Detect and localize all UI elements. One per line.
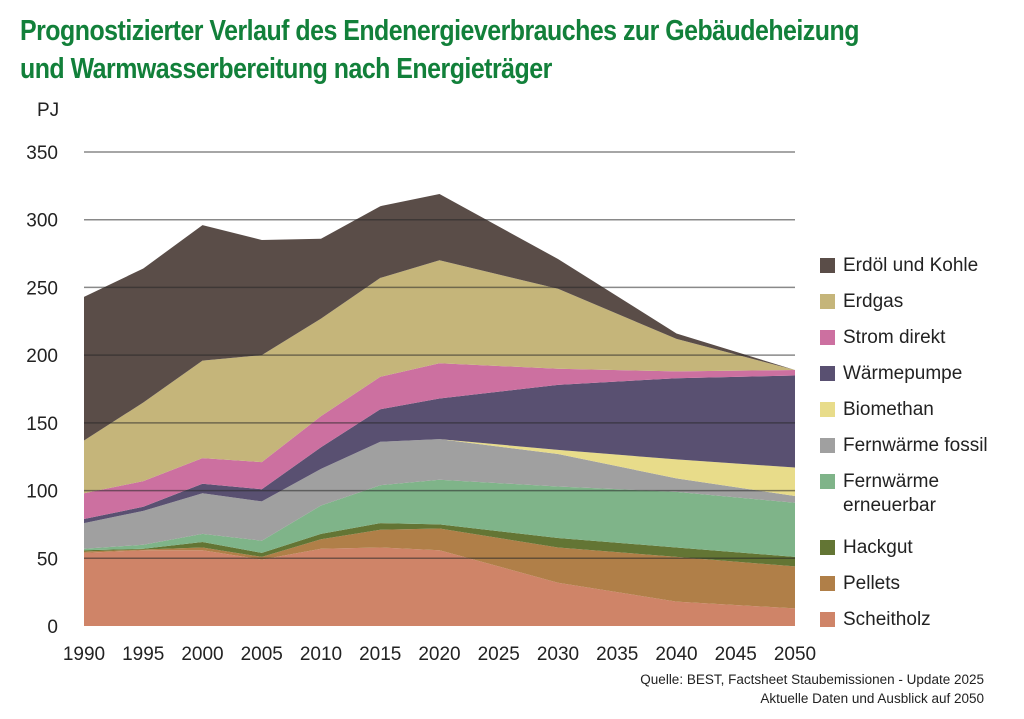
x-tick-label: 2035	[596, 644, 638, 665]
source-line-2: Aktuelle Daten und Ausblick auf 2050	[760, 691, 984, 706]
legend-label: Biomethan	[843, 399, 934, 420]
legend-swatch	[820, 612, 835, 627]
y-tick-label: 200	[26, 346, 58, 367]
area-pellets	[84, 528, 795, 609]
legend-item-waermepumpe: Wärmepumpe	[820, 362, 993, 398]
chart-legend: Erdöl und Kohle Erdgas Strom direkt Wärmepu…	[820, 254, 993, 644]
legend-item-erdgas: Erdgas	[820, 290, 993, 326]
area-hackgut	[84, 523, 795, 567]
area-layers	[84, 194, 795, 626]
legend-label: Hackgut	[843, 537, 913, 558]
x-axis-ticks: 1990 1995 2000 2005 2010 2015 2020 2025 2030 2035…	[63, 644, 816, 665]
x-tick-label: 2020	[418, 644, 460, 665]
x-tick-label: 2005	[241, 644, 283, 665]
y-axis-ticks: 0 50 100 150 200 250 300 350	[26, 143, 58, 638]
y-tick-label: 300	[26, 211, 58, 232]
legend-item-biomethan: Biomethan	[820, 398, 993, 434]
legend-item-fernwaerme-erneuerbar: Fernwärme erneuerbar	[820, 470, 993, 536]
legend-item-erdoel-und-kohle: Erdöl und Kohle	[820, 254, 993, 290]
area-scheitholz	[84, 547, 795, 626]
legend-label: Wärmepumpe	[843, 363, 963, 384]
legend-item-hackgut: Hackgut	[820, 536, 993, 572]
legend-label: Erdgas	[843, 291, 904, 312]
legend-item-scheitholz: Scheitholz	[820, 608, 993, 644]
y-tick-label: 50	[37, 549, 58, 570]
x-tick-label: 2030	[537, 644, 579, 665]
y-axis-unit-label: PJ	[37, 100, 60, 121]
source-note: Quelle: BEST, Factsheet Staubemissionen …	[640, 670, 984, 708]
source-line-1: Quelle: BEST, Factsheet Staubemissionen …	[640, 672, 984, 687]
legend-swatch	[820, 402, 835, 417]
x-tick-label: 1990	[63, 644, 105, 665]
gridlines	[84, 151, 795, 560]
legend-swatch	[820, 438, 835, 453]
area-strom-direkt	[84, 363, 795, 519]
area-fernwaerme-erneuerbar	[84, 479, 795, 557]
x-tick-label: 1995	[122, 644, 164, 665]
legend-swatch	[820, 576, 835, 591]
legend-item-strom-direkt: Strom direkt	[820, 326, 993, 362]
legend-label: Erdöl und Kohle	[843, 255, 979, 276]
area-erdoel-und-kohle	[84, 194, 795, 441]
chart-title-line-2: und Warmwasserbereitung nach Energieträg…	[20, 53, 552, 85]
legend-label: Scheitholz	[843, 609, 931, 630]
x-tick-label: 2040	[655, 644, 697, 665]
area-waermepumpe	[84, 375, 795, 524]
y-tick-label: 100	[26, 482, 58, 503]
y-tick-label: 350	[26, 143, 58, 164]
x-tick-label: 2010	[300, 644, 342, 665]
legend-swatch	[820, 330, 835, 345]
legend-swatch	[820, 366, 835, 381]
legend-item-pellets: Pellets	[820, 572, 993, 608]
legend-label: Pellets	[843, 573, 901, 594]
y-tick-label: 150	[26, 414, 58, 435]
legend-label: Strom direkt	[843, 327, 946, 348]
area-fernwaerme-fossil	[84, 439, 795, 549]
legend-swatch	[820, 294, 835, 309]
x-tick-label: 2000	[181, 644, 223, 665]
legend-label: Fernwärme erneuerbar	[843, 471, 940, 516]
area-biomethan	[84, 439, 795, 524]
x-tick-label: 2050	[774, 644, 816, 665]
legend-label: Fernwärme fossil	[843, 435, 988, 456]
chart-title: Prognostizierter Verlauf des Endenergiev…	[20, 12, 859, 88]
y-tick-label: 250	[26, 278, 58, 299]
x-tick-label: 2015	[359, 644, 401, 665]
x-tick-label: 2045	[715, 644, 757, 665]
legend-swatch	[820, 474, 835, 489]
legend-swatch	[820, 540, 835, 555]
x-tick-label: 2025	[478, 644, 520, 665]
area-erdgas	[84, 260, 795, 494]
chart-title-line-1: Prognostizierter Verlauf des Endenergiev…	[20, 15, 859, 47]
legend-item-fernwaerme-fossil: Fernwärme fossil	[820, 434, 993, 470]
legend-swatch	[820, 258, 835, 273]
y-tick-label: 0	[47, 617, 58, 638]
